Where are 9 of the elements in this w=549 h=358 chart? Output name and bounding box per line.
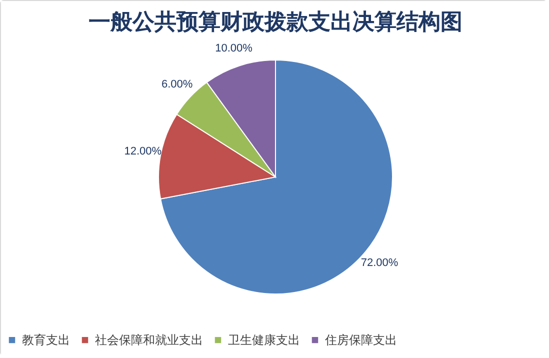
- data-label: 12.00%: [124, 146, 162, 158]
- legend-label: 住房保障支出: [324, 333, 397, 348]
- data-label: 10.00%: [215, 42, 253, 55]
- legend-label: 卫生健康支出: [228, 333, 300, 348]
- data-label: 6.00%: [161, 78, 193, 91]
- chart-title: 一般公共预算财政拨款支出决算结构图: [88, 9, 462, 35]
- legend-label: 教育支出: [22, 333, 70, 348]
- legend-label: 社会保障和就业支出: [95, 333, 203, 348]
- data-label: 72.00%: [360, 257, 398, 270]
